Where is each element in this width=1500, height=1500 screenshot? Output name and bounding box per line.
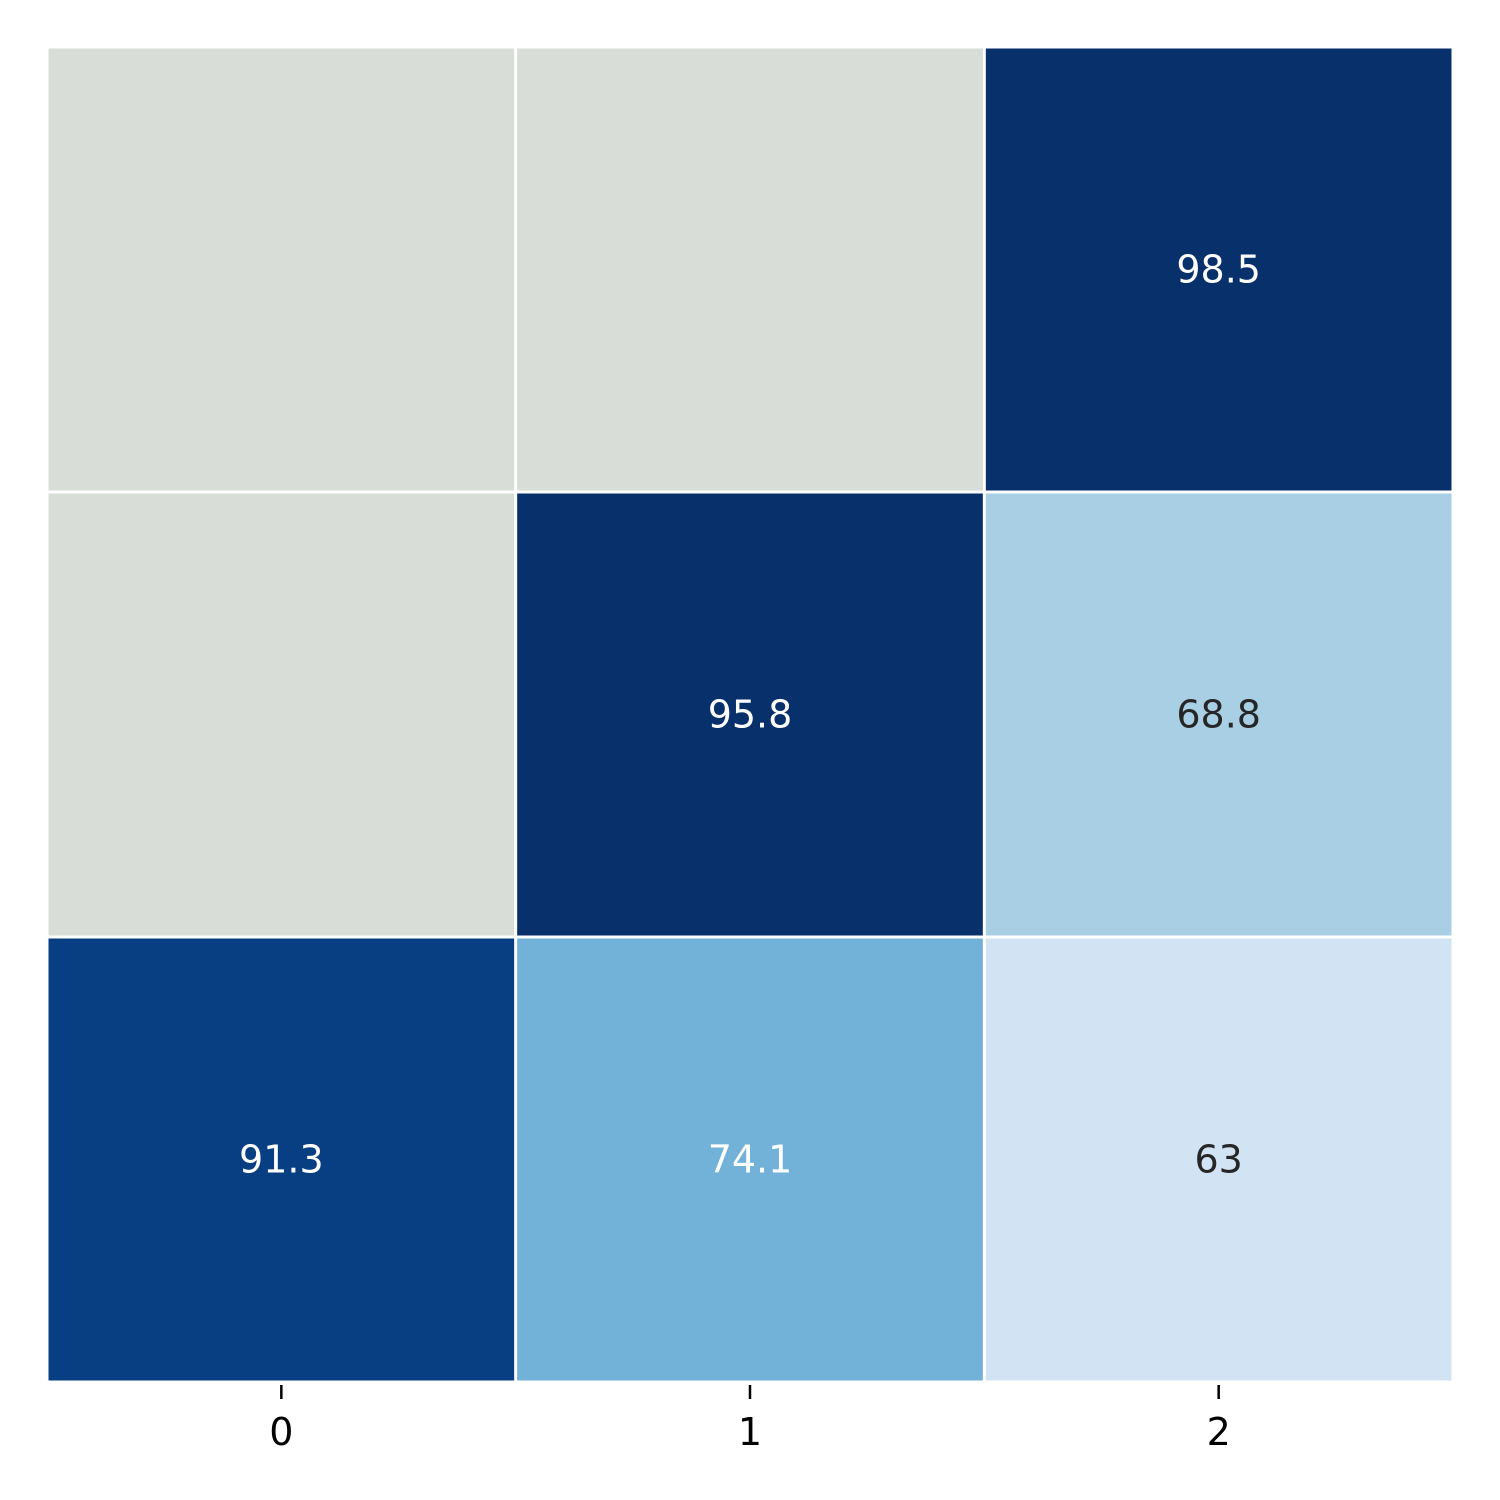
heatmap-cell-r0-c0 [48,48,515,491]
heatmap-cell-r1-c1 [517,493,983,936]
heatmap-cell-r0-c1 [517,48,983,491]
heatmap-cell-label-r1-c2: 68.8 [1176,693,1261,737]
heatmap-cell-label-r1-c1: 95.8 [708,693,793,737]
heatmap-cell-label-r2-c1: 74.1 [708,1138,793,1182]
x-tick-label-2: 2 [1207,1410,1231,1454]
x-axis: 0 1 2 [269,1385,1231,1454]
heatmap-cell-r2-c1 [517,938,983,1381]
heatmap-cell-r1-c0 [48,493,515,936]
x-tick-label-1: 1 [738,1410,762,1454]
x-tick-label-0: 0 [269,1410,293,1454]
heatmap-cell-r0-c2 [985,48,1452,491]
heatmap-cell-labels: 98.5 95.8 68.8 91.3 74.1 63 [239,248,1261,1182]
heatmap-cell-label-r2-c2: 63 [1194,1138,1242,1182]
heatmap-cells [48,48,1452,1381]
heatmap-cell-label-r0-c2: 98.5 [1176,248,1261,292]
heatmap-cell-label-r2-c0: 91.3 [239,1138,324,1182]
heatmap-cell-r2-c0 [48,938,515,1381]
heatmap-cell-r2-c2 [985,938,1452,1381]
heatmap-cell-r1-c2 [985,493,1452,936]
